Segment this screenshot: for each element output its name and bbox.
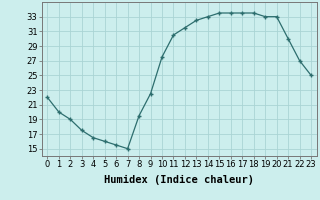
X-axis label: Humidex (Indice chaleur): Humidex (Indice chaleur): [104, 175, 254, 185]
